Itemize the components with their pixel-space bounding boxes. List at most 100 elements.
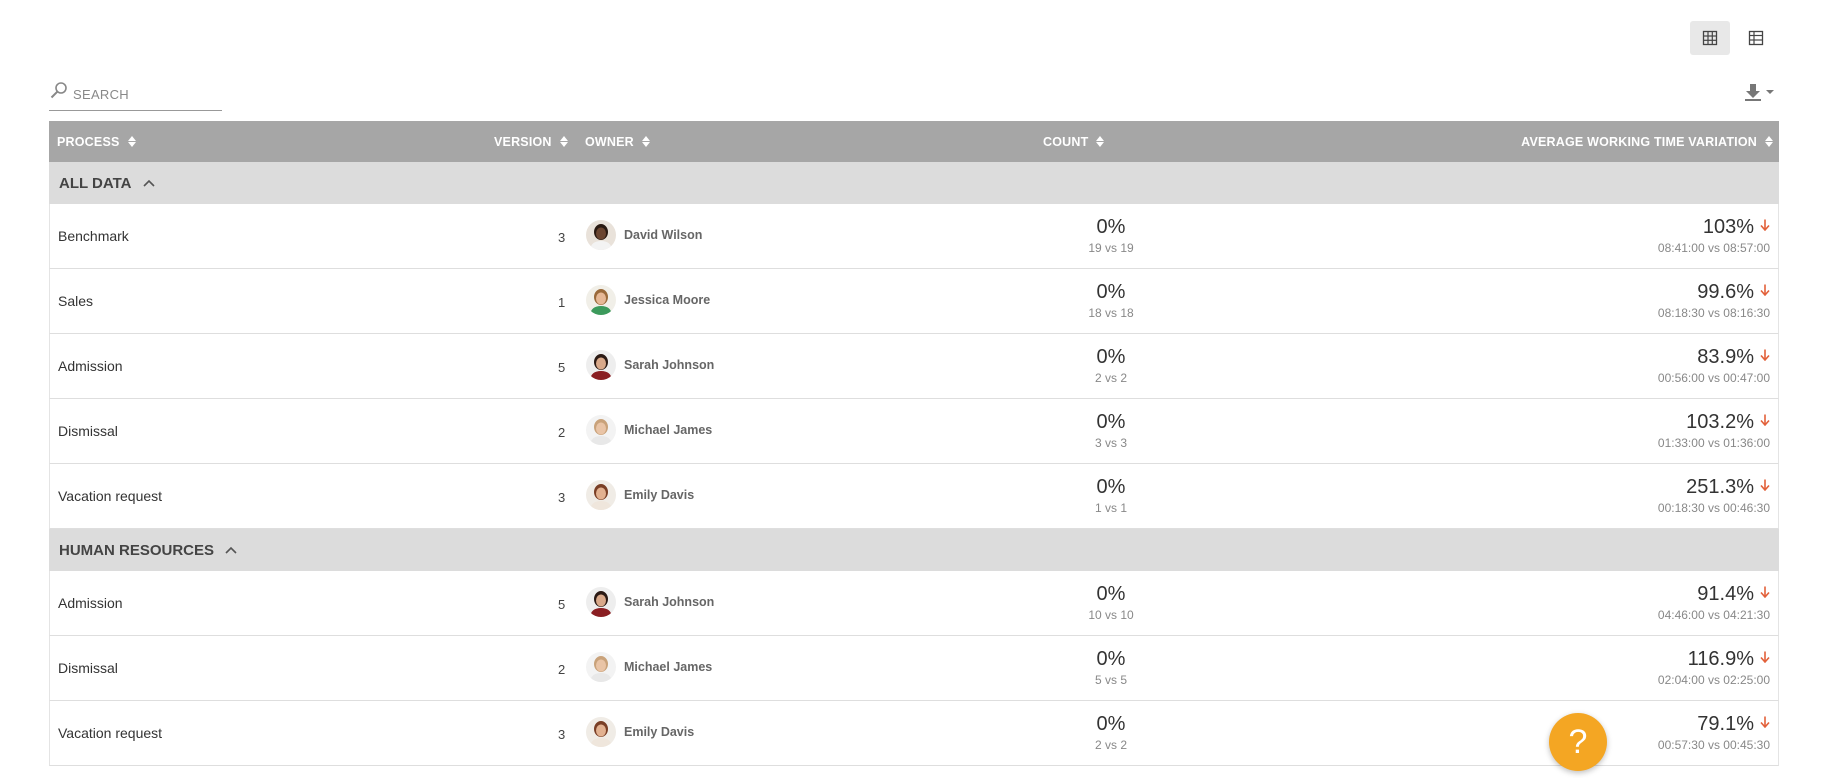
chevron-down-icon xyxy=(1766,90,1774,94)
count-comparison: 2 vs 2 xyxy=(1094,738,1127,752)
owner: Emily Davis xyxy=(586,717,694,747)
avg-time-cell: 79.1% 00:57:30 vs 00:45:30 xyxy=(1658,713,1770,752)
owner-name: David Wilson xyxy=(624,228,703,242)
count-percent: 0% xyxy=(1096,216,1126,238)
table-row[interactable]: Dismissal 2 Michael James 0% 5 vs 5 116.9% 02:… xyxy=(49,636,1779,701)
process-table: PROCESS VERSION OWNER COUNT AVERAGE WORK… xyxy=(49,121,1779,766)
chevron-up-icon xyxy=(225,546,237,554)
sort-icon xyxy=(559,136,568,147)
avatar xyxy=(586,652,616,682)
avg-time-comparison: 01:33:00 vs 01:36:00 xyxy=(1657,436,1770,450)
process-name: Dismissal xyxy=(58,423,118,439)
count-cell: 0% 3 vs 3 xyxy=(1050,411,1172,450)
avg-time-comparison: 00:56:00 vs 00:47:00 xyxy=(1657,371,1770,385)
column-header-owner[interactable]: OWNER xyxy=(585,121,650,162)
version-number: 5 xyxy=(558,597,566,612)
sort-icon xyxy=(1096,136,1105,147)
avg-time-cell: 99.6% 08:18:30 vs 08:16:30 xyxy=(1658,281,1770,320)
process-name: Benchmark xyxy=(58,228,129,244)
owner-name: Sarah Johnson xyxy=(624,595,715,609)
arrow-down-icon xyxy=(1760,413,1770,429)
arrow-down-icon xyxy=(1760,715,1770,731)
view-toggle xyxy=(1690,21,1776,55)
column-header-avg[interactable]: AVERAGE WORKING TIME VARIATION xyxy=(1521,121,1773,162)
owner: Sarah Johnson xyxy=(586,350,714,380)
sort-icon xyxy=(127,136,136,147)
table-row[interactable]: Admission 5 Sarah Johnson 0% 10 vs 10 91.4% 04… xyxy=(49,571,1779,636)
owner-name: Jessica Moore xyxy=(624,293,711,307)
column-label-avg: AVERAGE WORKING TIME VARIATION xyxy=(1521,134,1757,149)
count-cell: 0% 1 vs 1 xyxy=(1050,476,1172,515)
count-cell: 0% 18 vs 18 xyxy=(1050,281,1172,320)
table-row[interactable]: Vacation request 3 Emily Davis 0% 2 vs 2 79.1… xyxy=(49,701,1779,766)
column-label-version: VERSION xyxy=(494,134,552,149)
avg-time-cell: 103% 08:41:00 vs 08:57:00 xyxy=(1658,216,1770,255)
avg-time-percent: 251.3% xyxy=(1686,476,1754,498)
group-header[interactable]: HUMAN RESOURCES xyxy=(49,529,1779,571)
avatar xyxy=(586,415,616,445)
count-comparison: 2 vs 2 xyxy=(1094,371,1127,385)
avg-time-percent: 103% xyxy=(1702,216,1754,238)
avg-time-percent: 83.9% xyxy=(1697,346,1754,368)
avg-time-comparison: 08:18:30 vs 08:16:30 xyxy=(1657,306,1770,320)
help-label: ? xyxy=(1568,722,1588,761)
arrow-down-icon xyxy=(1760,585,1770,601)
avatar xyxy=(586,285,616,315)
sort-icon xyxy=(1765,136,1773,147)
table-row[interactable]: Admission 5 Sarah Johnson 0% 2 vs 2 83.9% 00:5… xyxy=(49,334,1779,399)
help-button[interactable]: ? xyxy=(1549,713,1607,771)
owner: Jessica Moore xyxy=(586,285,710,315)
arrow-down-icon xyxy=(1760,218,1770,234)
version-number: 3 xyxy=(558,727,566,742)
grid-view-button[interactable] xyxy=(1690,21,1730,55)
avg-time-percent: 79.1% xyxy=(1697,713,1754,735)
table-view-button[interactable] xyxy=(1736,21,1776,55)
avatar xyxy=(586,587,616,617)
owner: Emily Davis xyxy=(586,480,694,510)
avatar xyxy=(586,480,616,510)
avg-time-cell: 103.2% 01:33:00 vs 01:36:00 xyxy=(1658,411,1770,450)
count-percent: 0% xyxy=(1096,648,1126,670)
table-row[interactable]: Benchmark 3 David Wilson 0% 19 vs 19 103% 08:4… xyxy=(49,204,1779,269)
process-name: Vacation request xyxy=(58,488,163,504)
count-comparison: 5 vs 5 xyxy=(1094,673,1127,687)
avatar xyxy=(586,350,616,380)
column-header-count[interactable]: COUNT xyxy=(1043,121,1105,162)
count-comparison: 18 vs 18 xyxy=(1088,306,1134,320)
process-name: Sales xyxy=(58,293,94,309)
arrow-down-icon xyxy=(1760,283,1770,299)
owner-name: Sarah Johnson xyxy=(624,358,715,372)
download-icon xyxy=(1745,84,1761,101)
owner: Michael James xyxy=(586,652,712,682)
count-percent: 0% xyxy=(1096,476,1126,498)
avg-time-comparison: 00:18:30 vs 00:46:30 xyxy=(1657,501,1770,515)
avg-time-cell: 116.9% 02:04:00 vs 02:25:00 xyxy=(1658,648,1770,687)
count-comparison: 1 vs 1 xyxy=(1094,501,1127,515)
table-row[interactable]: Sales 1 Jessica Moore 0% 18 vs 18 99.6% 08:18:… xyxy=(49,269,1779,334)
column-header-version[interactable]: VERSION xyxy=(494,121,568,162)
owner: Sarah Johnson xyxy=(586,587,714,617)
avg-time-cell: 251.3% 00:18:30 vs 00:46:30 xyxy=(1658,476,1770,515)
grid-view-icon xyxy=(1702,30,1718,46)
avg-time-comparison: 00:57:30 vs 00:45:30 xyxy=(1657,738,1770,752)
table-view-icon xyxy=(1748,30,1764,46)
version-number: 1 xyxy=(558,295,566,310)
count-percent: 0% xyxy=(1096,281,1126,303)
download-button[interactable] xyxy=(1743,82,1774,102)
count-cell: 0% 5 vs 5 xyxy=(1050,648,1172,687)
search-input[interactable] xyxy=(73,86,213,102)
owner-name: Emily Davis xyxy=(624,488,695,502)
table-row[interactable]: Dismissal 2 Michael James 0% 3 vs 3 103.2% 01:… xyxy=(49,399,1779,464)
table-row[interactable]: Vacation request 3 Emily Davis 0% 1 vs 1 251.… xyxy=(49,464,1779,529)
group-header[interactable]: ALL DATA xyxy=(49,162,1779,204)
version-number: 2 xyxy=(558,662,566,677)
count-percent: 0% xyxy=(1096,411,1126,433)
avg-time-cell: 91.4% 04:46:00 vs 04:21:30 xyxy=(1658,583,1770,622)
process-name: Admission xyxy=(58,358,123,374)
owner: David Wilson xyxy=(586,220,702,250)
process-name: Dismissal xyxy=(58,660,118,676)
column-label-process: PROCESS xyxy=(57,134,120,149)
arrow-down-icon xyxy=(1760,478,1770,494)
column-header-process[interactable]: PROCESS xyxy=(57,121,136,162)
count-comparison: 10 vs 10 xyxy=(1088,608,1134,622)
